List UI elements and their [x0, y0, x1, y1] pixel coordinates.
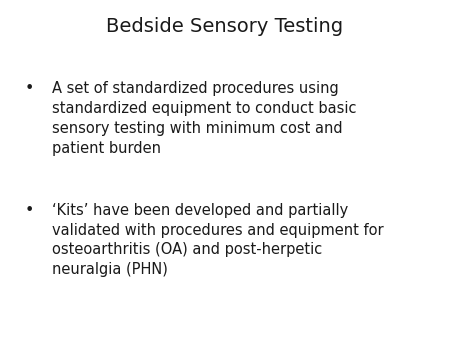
Text: •: • — [25, 203, 34, 218]
Text: A set of standardized procedures using
standardized equipment to conduct basic
s: A set of standardized procedures using s… — [52, 81, 356, 155]
Text: •: • — [25, 81, 34, 96]
Text: ‘Kits’ have been developed and partially
validated with procedures and equipment: ‘Kits’ have been developed and partially… — [52, 203, 383, 277]
Text: Bedside Sensory Testing: Bedside Sensory Testing — [107, 17, 343, 36]
